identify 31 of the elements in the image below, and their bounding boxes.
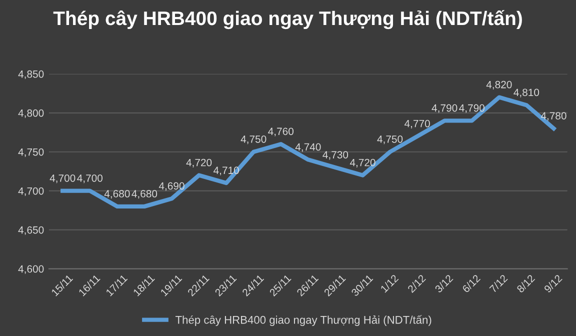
data-label: 4,760 (268, 128, 294, 136)
data-label: 4,790 (432, 104, 458, 113)
data-label: 4,680 (104, 190, 130, 199)
data-label: 4,680 (132, 190, 158, 199)
data-label: 4,700 (77, 174, 103, 184)
y-tick-label: 4,700 (18, 187, 44, 196)
y-tick-label: 4,750 (18, 148, 44, 157)
chart-title: Thép cây HRB400 giao ngay Thượng Hải (NDT/tấn) (53, 10, 522, 30)
data-label: 4,820 (486, 80, 512, 90)
data-label: 4,770 (404, 120, 430, 129)
y-tick-label: 4,650 (18, 226, 44, 235)
data-label: 4,750 (240, 135, 266, 144)
y-tick-label: 4,850 (18, 70, 44, 80)
y-tick-label: 4,800 (18, 109, 44, 118)
y-tick-label: 4,600 (18, 265, 44, 274)
data-label: 4,700 (50, 174, 76, 184)
data-label: 4,810 (514, 88, 540, 98)
data-label: 4,690 (158, 182, 184, 191)
data-label: 4,750 (377, 135, 403, 144)
x-tick-label: 3/12 (434, 274, 454, 294)
data-label: 4,720 (186, 158, 212, 168)
x-tick-label: 8/12 (516, 274, 536, 294)
data-label: 4,780 (540, 112, 566, 121)
x-tick-label: 7/12 (488, 274, 508, 294)
data-label: 4,740 (295, 143, 321, 152)
data-label: 4,720 (350, 158, 376, 168)
data-label: 4,730 (322, 151, 348, 160)
data-label: 4,790 (459, 104, 484, 113)
x-tick-label: 6/12 (462, 274, 481, 294)
legend-label: Thép cây HRB400 giao ngay Thượng Hải (NDT/tấn) (176, 315, 432, 326)
x-tick-label: 9/12 (543, 274, 562, 294)
